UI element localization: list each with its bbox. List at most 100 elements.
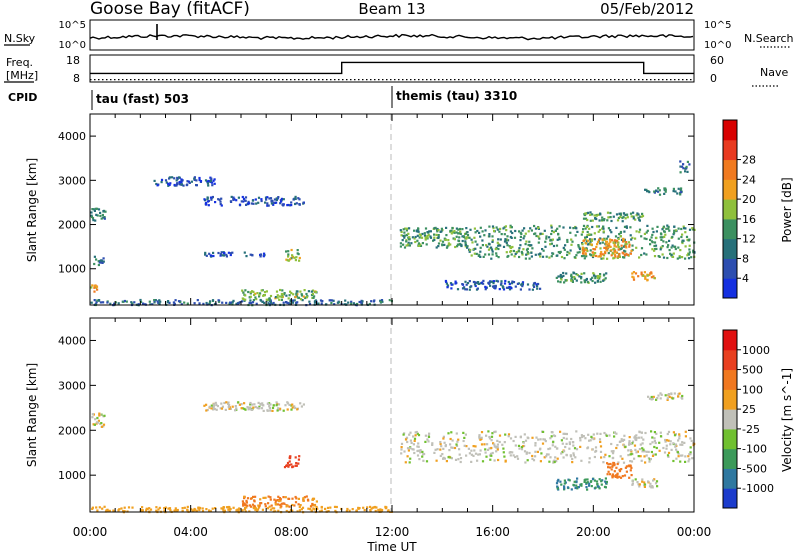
data-point [620,247,623,250]
data-point [585,481,588,484]
data-point [237,401,240,404]
data-point [374,509,377,513]
log-tick-right-bottom: 10^0 [704,40,731,51]
data-point [408,238,411,241]
data-point [636,450,639,453]
data-point [326,506,330,509]
data-point [594,252,597,255]
data-point [655,446,658,450]
data-point [474,445,477,448]
data-point [605,243,608,246]
data-point [647,395,650,398]
data-point [650,398,653,401]
data-point [488,447,491,450]
data-point [677,187,680,190]
data-point [186,183,189,186]
data-point [609,229,612,232]
data-point [425,243,428,246]
data-point [521,229,524,232]
data-point [511,231,514,235]
data-point [654,248,657,251]
data-point [682,239,685,242]
data-point [90,301,93,304]
data-point [227,405,230,409]
data-point [580,233,583,236]
data-point [617,237,620,240]
data-point [407,243,410,246]
data-point [560,483,563,486]
data-point [256,292,259,295]
data-point [445,246,449,249]
data-point [492,285,495,288]
data-point [403,246,407,249]
data-point [299,504,302,507]
data-point [179,301,182,304]
data-point [519,244,522,247]
data-point [614,235,618,238]
data-point [279,202,282,205]
data-point [679,188,682,191]
cpid-row: CPID tau (fast) 503 themis (tau) 3310 [8,86,517,110]
data-point [260,407,264,410]
data-point [608,245,611,248]
data-point [301,299,304,302]
data-point [487,281,491,285]
data-point [536,450,539,453]
data-point [253,403,256,406]
colorbar-segment [723,448,737,469]
data-point [520,283,523,286]
data-point [508,288,512,291]
data-point [431,442,434,445]
data-point [99,413,102,416]
data-point [596,483,599,486]
data-point [599,247,602,250]
data-point [245,255,248,258]
data-point [417,244,421,247]
data-point [589,238,592,241]
data-point [400,452,403,455]
data-point [655,432,658,435]
data-point [131,506,134,509]
data-point [232,198,235,201]
data-point [242,297,245,301]
data-point [305,292,308,296]
data-point [575,227,578,230]
data-point [210,198,213,201]
log-tick-right-top: 10^5 [704,20,731,31]
data-point [594,217,597,220]
data-point [182,184,185,187]
data-point [473,449,476,452]
data-point [596,279,599,282]
data-point [254,198,257,201]
data-point [214,507,217,510]
data-point [96,299,99,302]
data-point [584,217,588,220]
data-point [272,203,275,206]
data-point [629,453,632,456]
data-point [199,507,202,510]
data-point [418,458,421,461]
data-point [649,442,652,446]
data-point [276,402,279,405]
data-point [644,275,647,278]
data-point [213,407,216,411]
data-point [296,510,299,513]
nave-label: Nave [760,66,788,79]
data-point [589,219,592,222]
data-point [220,251,223,254]
data-point [664,188,667,191]
data-point [450,431,453,434]
data-point [295,497,298,500]
data-point [451,231,454,234]
data-point [553,460,556,464]
data-point [489,458,492,461]
data-point [286,301,289,305]
data-point [622,252,625,255]
data-point [645,253,648,256]
data-point [651,485,654,488]
data-point [688,251,691,254]
data-point [232,299,235,302]
data-point [300,405,303,408]
data-point [249,253,252,256]
data-point [94,207,97,210]
